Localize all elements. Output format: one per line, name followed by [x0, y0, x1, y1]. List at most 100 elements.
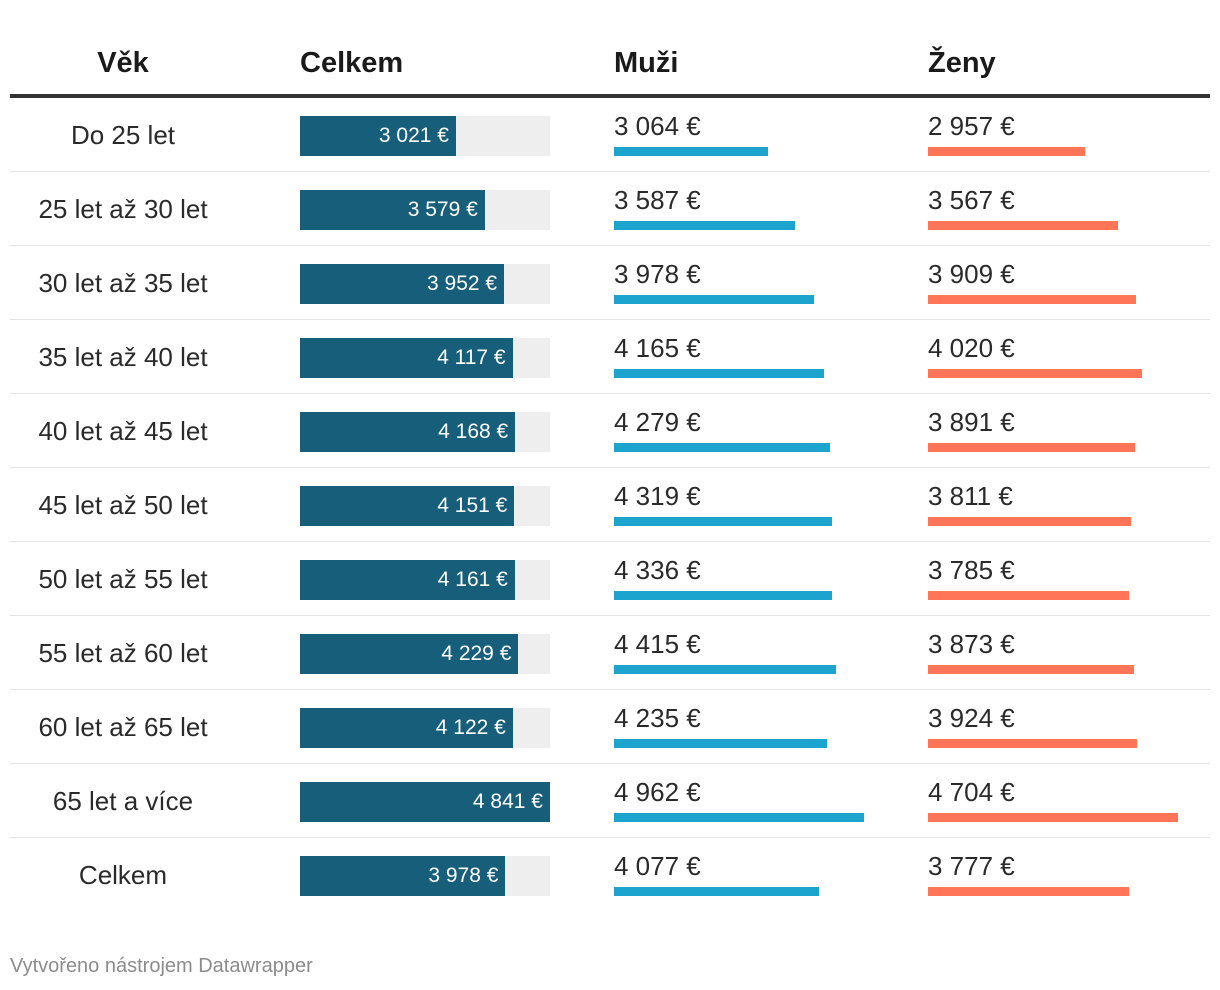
women-bar [928, 665, 1134, 674]
table-row: 40 let až 45 let 4 168 € 4 279 € 3 891 € [10, 394, 1210, 468]
total-bar-track: 3 952 € [300, 264, 550, 304]
age-label: 40 let až 45 let [38, 416, 208, 446]
total-bar: 4 122 € [300, 708, 513, 748]
age-label: 65 let a více [52, 786, 194, 816]
table-row: 50 let až 55 let 4 161 € 4 336 € 3 785 € [10, 542, 1210, 616]
men-value: 4 319 € [614, 481, 701, 511]
women-value: 2 957 € [928, 111, 1015, 141]
men-value: 4 336 € [614, 555, 701, 585]
total-bar-track: 4 229 € [300, 634, 550, 674]
men-bar [614, 591, 833, 600]
age-label: 25 let až 30 let [38, 194, 208, 224]
women-value: 3 785 € [928, 555, 1015, 585]
total-bar: 4 229 € [300, 634, 519, 674]
table-row: 60 let až 65 let 4 122 € 4 235 € 3 924 € [10, 690, 1210, 764]
women-bar [928, 739, 1137, 748]
men-bar [614, 887, 820, 896]
total-bar: 3 952 € [300, 264, 505, 304]
total-bar: 3 579 € [300, 190, 485, 230]
men-bar [614, 739, 828, 748]
total-bar-track: 4 122 € [300, 708, 550, 748]
total-value: 3 579 € [407, 198, 478, 221]
men-bar [614, 147, 769, 156]
age-label: 60 let až 65 let [38, 712, 208, 742]
men-value: 4 077 € [614, 851, 701, 881]
age-label: Do 25 let [70, 120, 176, 150]
table-row: 35 let až 40 let 4 117 € 4 165 € 4 020 € [10, 320, 1210, 394]
men-value: 3 064 € [614, 111, 701, 141]
men-bar [614, 443, 830, 452]
women-bar [928, 369, 1142, 378]
age-label: 50 let až 55 let [38, 564, 208, 594]
total-value: 4 161 € [437, 568, 508, 591]
total-value: 4 168 € [438, 420, 509, 443]
total-bar: 3 978 € [300, 856, 506, 896]
women-bar [928, 221, 1118, 230]
total-bar-track: 4 161 € [300, 560, 550, 600]
age-label: Celkem [78, 860, 168, 890]
women-value: 4 020 € [928, 333, 1015, 363]
table-row: Do 25 let 3 021 € 3 064 € 2 957 € [10, 98, 1210, 172]
women-value: 3 873 € [928, 629, 1015, 659]
women-value: 3 924 € [928, 703, 1015, 733]
men-value: 3 587 € [614, 185, 701, 215]
age-label: 35 let až 40 let [38, 342, 208, 372]
men-bar [614, 813, 864, 822]
total-bar: 4 841 € [300, 782, 550, 822]
women-bar [928, 295, 1136, 304]
table-body: Do 25 let 3 021 € 3 064 € 2 957 € 25 let až … [10, 98, 1210, 912]
total-bar-track: 4 841 € [300, 782, 550, 822]
table-header: Věk Celkem Muži Ženy [10, 30, 1210, 98]
total-bar-track: 3 579 € [300, 190, 550, 230]
women-value: 3 891 € [928, 407, 1015, 437]
women-value: 3 567 € [928, 185, 1015, 215]
total-bar: 4 161 € [300, 560, 515, 600]
total-value: 4 841 € [472, 790, 543, 813]
women-bar [928, 517, 1131, 526]
men-value: 4 962 € [614, 777, 701, 807]
men-value: 4 415 € [614, 629, 701, 659]
women-value: 3 909 € [928, 259, 1015, 289]
header-total[interactable]: Celkem [300, 47, 404, 79]
age-label: 55 let až 60 let [38, 638, 208, 668]
men-bar [614, 221, 795, 230]
footer-credit: Vytvořeno nástrojem Datawrapper [10, 955, 313, 977]
total-value: 4 117 € [437, 346, 506, 369]
men-bar [614, 665, 837, 674]
women-bar [928, 591, 1130, 600]
men-value: 4 165 € [614, 333, 701, 363]
total-bar: 4 151 € [300, 486, 515, 526]
women-value: 3 811 € [928, 481, 1013, 511]
table-row: 55 let až 60 let 4 229 € 4 415 € 3 873 € [10, 616, 1210, 690]
total-bar: 3 021 € [300, 116, 456, 156]
header-men[interactable]: Muži [614, 47, 679, 79]
men-value: 4 235 € [614, 703, 701, 733]
total-value: 3 021 € [378, 124, 449, 147]
women-value: 3 777 € [928, 851, 1015, 881]
women-value: 4 704 € [928, 777, 1015, 807]
table-row: 65 let a více 4 841 € 4 962 € 4 704 € [10, 764, 1210, 838]
total-bar-track: 4 151 € [300, 486, 550, 526]
total-value: 3 978 € [428, 864, 499, 887]
table-row: 30 let až 35 let 3 952 € 3 978 € 3 909 € [10, 246, 1210, 320]
age-label: 30 let až 35 let [38, 268, 208, 298]
total-value: 4 122 € [435, 716, 506, 739]
table-row: 45 let až 50 let 4 151 € 4 319 € 3 811 € [10, 468, 1210, 542]
table-row: 25 let až 30 let 3 579 € 3 587 € 3 567 € [10, 172, 1210, 246]
women-bar [928, 147, 1086, 156]
total-value: 3 952 € [427, 272, 498, 295]
total-bar-track: 3 021 € [300, 116, 550, 156]
salary-table: Věk Celkem Muži Ženy Do 25 let 3 021 € 3 0… [10, 30, 1210, 912]
men-bar [614, 369, 824, 378]
header-age[interactable]: Věk [97, 47, 149, 79]
total-bar-track: 4 117 € [300, 338, 550, 378]
total-value: 4 151 € [437, 494, 508, 517]
total-bar-track: 4 168 € [300, 412, 550, 452]
table-row: Celkem 3 978 € 4 077 € 3 777 € [10, 838, 1210, 912]
men-value: 4 279 € [614, 407, 701, 437]
total-bar: 4 168 € [300, 412, 516, 452]
total-value: 4 229 € [441, 642, 512, 665]
women-bar [928, 887, 1129, 896]
header-women[interactable]: Ženy [928, 47, 996, 79]
men-value: 3 978 € [614, 259, 701, 289]
